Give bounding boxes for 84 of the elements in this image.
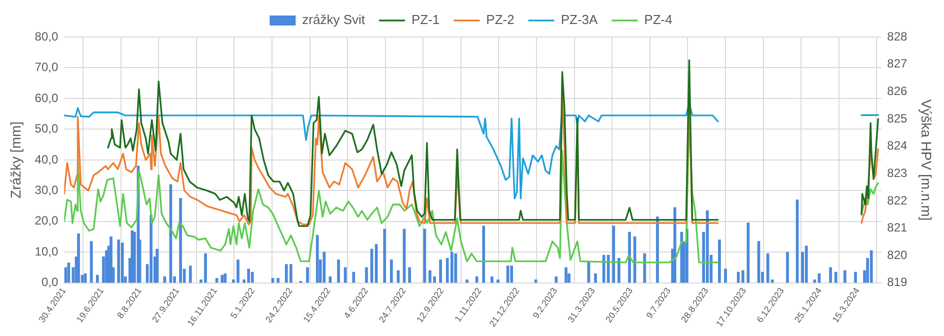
bar xyxy=(316,234,319,283)
bar xyxy=(496,280,500,283)
bar xyxy=(390,260,393,283)
bar xyxy=(120,242,124,283)
legend-label: PZ-3A xyxy=(560,12,598,28)
legend-label: zrážky Svit xyxy=(302,12,366,28)
bar xyxy=(482,226,486,283)
y2-tick-label: 827 xyxy=(887,56,908,71)
bar xyxy=(770,280,774,283)
y-tick-label: 70,0 xyxy=(34,60,58,74)
bar xyxy=(450,252,454,283)
bar xyxy=(383,228,386,283)
bar xyxy=(829,267,832,283)
bar xyxy=(843,270,846,283)
y2-tick-label: 820 xyxy=(887,248,908,262)
bar xyxy=(564,267,568,283)
y-tick-label: 30,0 xyxy=(34,183,58,198)
bar xyxy=(454,253,458,283)
bar xyxy=(110,236,112,283)
bar xyxy=(746,222,750,283)
bar xyxy=(718,240,721,283)
bar xyxy=(423,228,426,283)
bar xyxy=(870,250,873,283)
bar xyxy=(117,240,120,283)
bar xyxy=(656,216,659,283)
bar xyxy=(96,274,99,283)
y2-tick-label: 828 xyxy=(887,29,908,44)
y2-tick-label: 826 xyxy=(887,84,908,98)
y2-tick-label: 825 xyxy=(887,111,908,126)
bar xyxy=(617,258,620,283)
bar xyxy=(786,252,789,283)
bar xyxy=(150,214,153,283)
y2-tick-label: 821 xyxy=(887,220,908,235)
bar xyxy=(408,267,411,283)
bar xyxy=(466,280,468,283)
bar xyxy=(365,267,368,283)
bar xyxy=(179,198,182,283)
legend-label: PZ-4 xyxy=(644,12,672,28)
y-tick-label: 20,0 xyxy=(34,214,58,228)
bar xyxy=(606,254,610,283)
y2-axis-title: Výška HPV [m.n.m] xyxy=(918,99,935,221)
bar xyxy=(276,278,280,283)
bar xyxy=(337,260,340,283)
bar xyxy=(643,253,646,283)
y-axis-title: Zrážky [mm] xyxy=(7,121,24,198)
bar xyxy=(163,276,166,283)
bar xyxy=(804,246,808,283)
bar xyxy=(741,270,744,283)
y2-tick-label: 819 xyxy=(887,275,908,290)
bar xyxy=(77,233,80,283)
bar xyxy=(813,280,816,283)
y-tick-label: 40,0 xyxy=(34,152,58,166)
y2-tick-label: 824 xyxy=(887,138,908,153)
bar xyxy=(673,207,676,283)
y-tick-label: 80,0 xyxy=(34,29,58,44)
bar xyxy=(215,278,218,283)
bar xyxy=(322,252,326,283)
legend-label: PZ-2 xyxy=(486,12,514,28)
bar xyxy=(90,241,93,283)
y-tick-label: 60,0 xyxy=(34,90,58,105)
y-tick-label: 50,0 xyxy=(34,122,58,136)
bar xyxy=(220,274,224,283)
bar xyxy=(612,226,616,283)
bar xyxy=(854,272,857,283)
bar xyxy=(289,264,292,283)
bar xyxy=(188,266,192,283)
bar xyxy=(628,232,631,283)
y-tick-label: 10,0 xyxy=(34,244,58,258)
y2-tick-label: 823 xyxy=(887,166,908,180)
bar xyxy=(306,267,309,283)
bar xyxy=(510,266,514,283)
bar xyxy=(724,268,727,283)
bar xyxy=(594,273,597,283)
bar xyxy=(352,272,356,283)
y-tick-label: 0,0 xyxy=(41,275,58,290)
legend-label: PZ-1 xyxy=(411,12,440,28)
y2-tick-label: 822 xyxy=(887,193,908,208)
bar xyxy=(490,276,494,283)
bar xyxy=(156,248,159,283)
bar xyxy=(439,260,442,283)
bar xyxy=(224,273,227,283)
bar xyxy=(250,272,254,283)
bar xyxy=(475,276,478,283)
bar xyxy=(834,272,838,283)
